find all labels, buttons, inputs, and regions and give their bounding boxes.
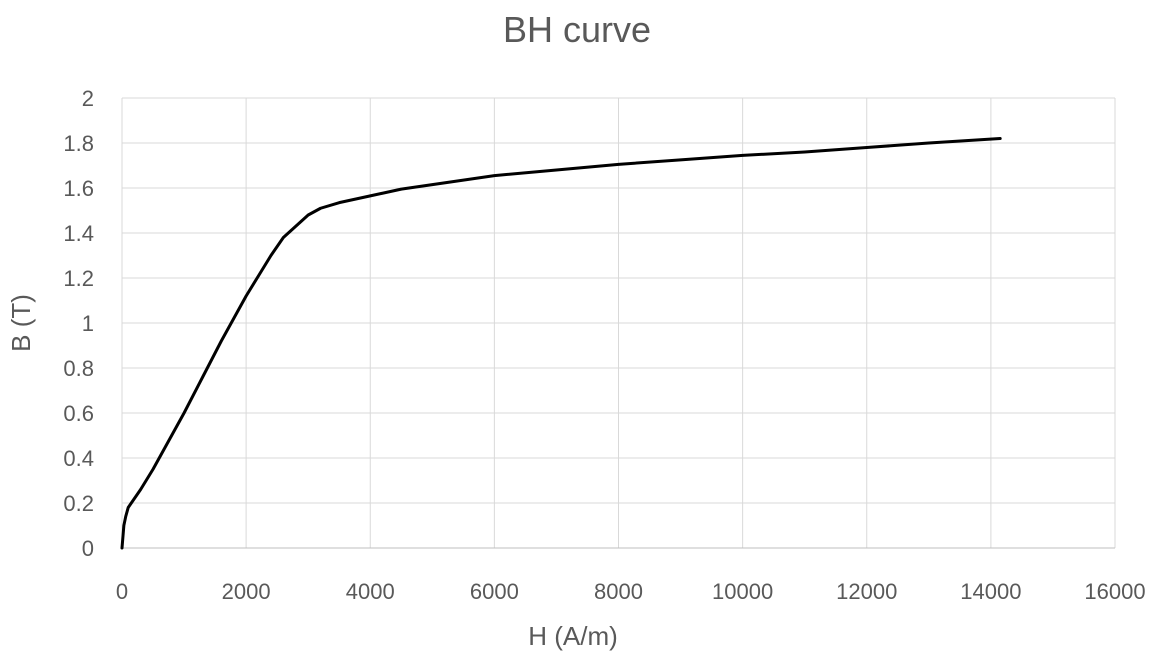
x-tick-label: 4000	[346, 579, 395, 604]
x-tick-label: 10000	[712, 579, 773, 604]
y-tick-label: 0.8	[63, 356, 94, 381]
bh-curve-line	[120, 137, 1002, 550]
y-tick-label: 1.2	[63, 266, 94, 291]
y-axis-label: B (T)	[6, 294, 36, 352]
x-tick-label: 12000	[836, 579, 897, 604]
x-tick-label: 8000	[594, 579, 643, 604]
x-tick-label: 2000	[222, 579, 271, 604]
x-tick-label: 14000	[960, 579, 1021, 604]
chart-title: BH curve	[503, 9, 651, 50]
y-tick-label: 0.2	[63, 491, 94, 516]
y-tick-label: 1.6	[63, 176, 94, 201]
x-tick-label: 0	[116, 579, 128, 604]
y-tick-label: 1	[82, 311, 94, 336]
x-tick-label: 6000	[470, 579, 519, 604]
y-tick-label: 0.6	[63, 401, 94, 426]
y-tick-label: 2	[82, 86, 94, 111]
y-tick-label: 0.4	[63, 446, 94, 471]
y-tick-label: 1.8	[63, 131, 94, 156]
x-tick-label: 16000	[1084, 579, 1145, 604]
series-layer	[120, 137, 1002, 550]
x-axis-label: H (A/m)	[528, 621, 618, 651]
tick-layer: 0 2000 4000 6000 8000 10000 12000 14000 16000 0 0.…	[63, 86, 1145, 604]
y-tick-label: 1.4	[63, 221, 94, 246]
y-tick-label: 0	[82, 536, 94, 561]
grid-layer	[121, 97, 1116, 549]
